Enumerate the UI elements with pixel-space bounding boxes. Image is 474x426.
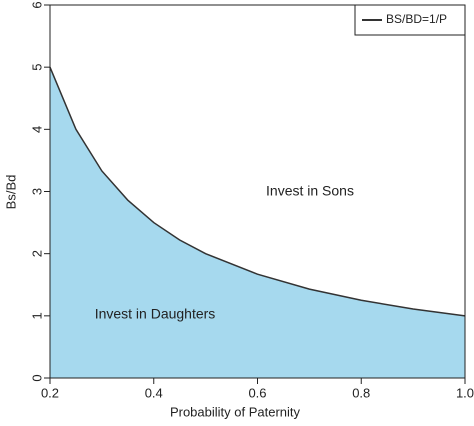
y-axis-label: Bs/Bd (3, 175, 18, 210)
x-tick-label: 0.2 (41, 385, 59, 400)
y-tick-label: 3 (29, 188, 44, 195)
x-tick-label: 0.6 (248, 385, 266, 400)
annotation: Invest in Sons (266, 183, 354, 199)
y-tick-label: 0 (29, 374, 44, 381)
annotation: Invest in Daughters (95, 306, 216, 322)
y-tick-label: 4 (29, 126, 44, 133)
legend-label: BS/BD=1/P (386, 12, 447, 26)
area (50, 67, 465, 379)
y-tick-label: 6 (29, 1, 44, 8)
x-tick-label: 1.0 (456, 385, 474, 400)
y-tick-label: 2 (29, 250, 44, 257)
line (49, 66, 466, 317)
y-tick-label: 5 (29, 64, 44, 71)
legend-box (354, 4, 466, 36)
x-tick-label: 0.8 (352, 385, 370, 400)
y-tick-label: 1 (29, 312, 44, 319)
x-axis-label: Probability of Paternity (170, 404, 301, 419)
x-tick-label: 0.4 (145, 385, 163, 400)
